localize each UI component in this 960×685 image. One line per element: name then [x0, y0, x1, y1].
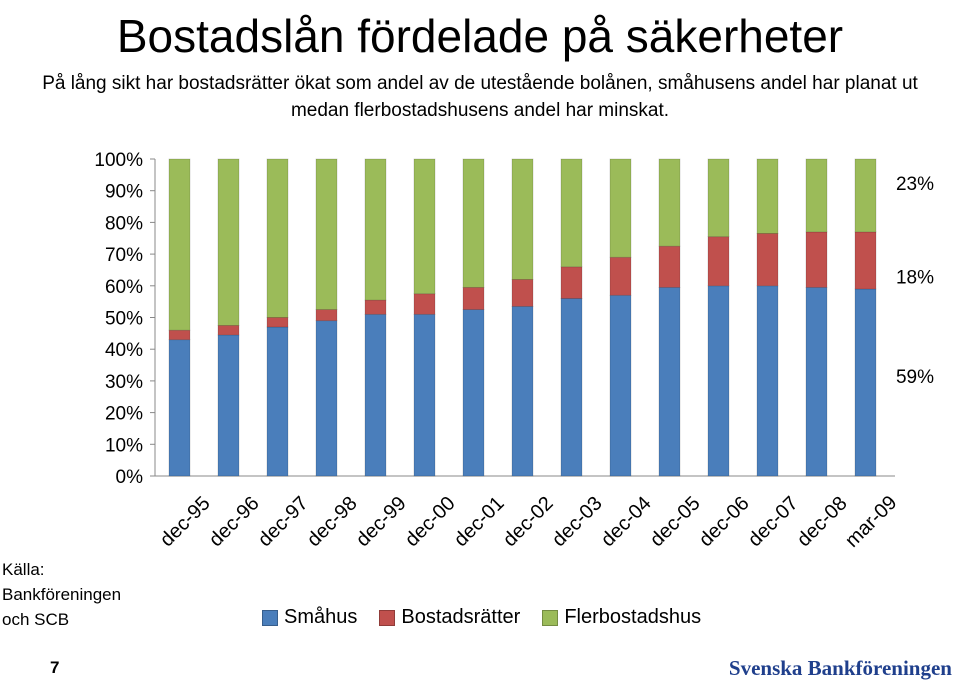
bar-segment-småhus	[217, 334, 240, 477]
bar-segment-småhus	[560, 298, 583, 477]
bar-segment-flerbostadshus	[315, 158, 338, 310]
x-tick-label: dec-01	[450, 492, 509, 551]
bar-segment-småhus	[315, 320, 338, 477]
y-tick-label: 30%	[105, 372, 143, 393]
x-tick-label: dec-08	[793, 492, 852, 551]
x-tick-label: dec-06	[695, 492, 754, 551]
y-tick-label: 10%	[105, 435, 143, 456]
bar-segment-flerbostadshus	[217, 158, 240, 326]
x-tick-label: dec-97	[254, 492, 313, 551]
legend: Småhus Bostadsrätter Flerbostadshus	[262, 606, 723, 629]
bar-segment-bostadsrätter	[462, 286, 485, 310]
bar-segment-småhus	[168, 339, 191, 477]
bar-segment-flerbostadshus	[413, 158, 436, 295]
x-tick-label: dec-03	[548, 492, 607, 551]
bar-segment-småhus	[854, 288, 877, 477]
bar-segment-småhus	[462, 309, 485, 477]
y-tick-label: 50%	[105, 309, 143, 330]
bar-segment-bostadsrätter	[854, 231, 877, 290]
legend-swatch-bostadsratter	[379, 609, 396, 626]
x-tick-label: dec-07	[744, 492, 803, 551]
bar-segment-småhus	[805, 286, 828, 477]
x-tick-label: dec-95	[156, 492, 215, 551]
page-title: Bostadslån fördelade på säkerheter	[116, 10, 844, 62]
y-tick-label: 100%	[94, 150, 143, 171]
legend-label-flerbostadshus: Flerbostadshus	[564, 606, 702, 628]
y-tick-label: 40%	[105, 340, 143, 361]
x-tick-label: dec-99	[352, 492, 411, 551]
bar-segment-småhus	[756, 285, 779, 477]
x-tick-label: dec-00	[401, 492, 460, 551]
bar-segment-småhus	[413, 313, 436, 477]
bar-segment-flerbostadshus	[609, 158, 632, 258]
bar-segment-flerbostadshus	[756, 158, 779, 234]
bar-segment-småhus	[707, 285, 730, 477]
x-axis: dec-95dec-96dec-97dec-98dec-99dec-00dec-…	[156, 492, 902, 552]
bar-segment-flerbostadshus	[511, 158, 534, 280]
bar-segment-bostadsrätter	[168, 329, 191, 341]
y-tick-label: 0%	[116, 467, 144, 488]
bar-segment-bostadsrätter	[315, 309, 338, 322]
legend-item-flerbostadshus: Flerbostadshus	[542, 606, 701, 629]
bar-segment-bostadsrätter	[266, 317, 289, 328]
x-tick-label: dec-05	[646, 492, 705, 551]
y-tick-label: 20%	[105, 404, 143, 425]
bar-segment-småhus	[364, 313, 387, 477]
legend-swatch-flerbostadshus	[542, 609, 559, 626]
annotation-label: 18%	[896, 267, 934, 288]
bar-segment-småhus	[266, 326, 289, 477]
legend-item-smahus: Småhus	[262, 606, 357, 629]
bar-segment-flerbostadshus	[854, 158, 877, 233]
bar-segment-flerbostadshus	[658, 158, 681, 247]
x-tick-label: dec-04	[597, 492, 656, 551]
subtitle: På lång sikt har bostadsrätter ökat som …	[42, 73, 918, 121]
y-tick-label: 80%	[105, 213, 143, 234]
legend-swatch-smahus	[262, 609, 278, 626]
legend-label-smahus: Småhus	[284, 606, 358, 628]
annotations: 23% 18% 59%	[896, 174, 934, 388]
y-axis: 0% 10% 20% 30% 40% 50% 60% 70% 80% 90% 100%	[94, 150, 895, 488]
y-tick-label: 70%	[105, 245, 143, 266]
bar-segment-flerbostadshus	[266, 158, 289, 318]
bar-segment-flerbostadshus	[462, 158, 485, 288]
bar-segment-bostadsrätter	[707, 236, 730, 287]
bar-segment-småhus	[609, 294, 632, 477]
bar-segment-bostadsrätter	[805, 231, 828, 288]
bar-segment-bostadsrätter	[413, 293, 436, 315]
bar-segment-flerbostadshus	[805, 158, 828, 233]
bar-segment-bostadsrätter	[560, 266, 583, 299]
y-tick-label: 60%	[105, 277, 143, 298]
bar-segment-småhus	[511, 306, 534, 477]
bar-segment-bostadsrätter	[658, 245, 681, 288]
x-tick-label: dec-02	[499, 492, 558, 551]
bar-segment-bostadsrätter	[609, 256, 632, 296]
x-tick-label: dec-98	[303, 492, 362, 551]
bar-group	[168, 158, 877, 477]
brand-logo-text: Svenska Bankföreningen	[728, 656, 952, 680]
legend-item-bostadsratter: Bostadsrätter	[379, 606, 520, 629]
annotation-label: 59%	[896, 367, 934, 388]
source-note: Källa: Bankföreningen och SCB	[2, 557, 142, 632]
bar-segment-bostadsrätter	[756, 233, 779, 287]
source-text: Källa: Bankföreningen och SCB	[2, 560, 122, 629]
x-tick-label: mar-09	[841, 492, 901, 552]
legend-label-bostadsratter: Bostadsrätter	[401, 606, 521, 628]
bar-segment-flerbostadshus	[560, 158, 583, 268]
bar-segment-bostadsrätter	[364, 299, 387, 315]
x-tick-label: dec-96	[205, 492, 264, 551]
annotation-label: 23%	[896, 174, 934, 195]
page-number: 7	[50, 658, 60, 677]
bar-segment-flerbostadshus	[707, 158, 730, 238]
bar-segment-bostadsrätter	[511, 279, 534, 307]
bar-segment-bostadsrätter	[217, 325, 240, 336]
y-tick-label: 90%	[105, 182, 143, 203]
bar-segment-flerbostadshus	[364, 158, 387, 301]
bar-segment-småhus	[658, 286, 681, 477]
bar-segment-flerbostadshus	[168, 158, 191, 331]
